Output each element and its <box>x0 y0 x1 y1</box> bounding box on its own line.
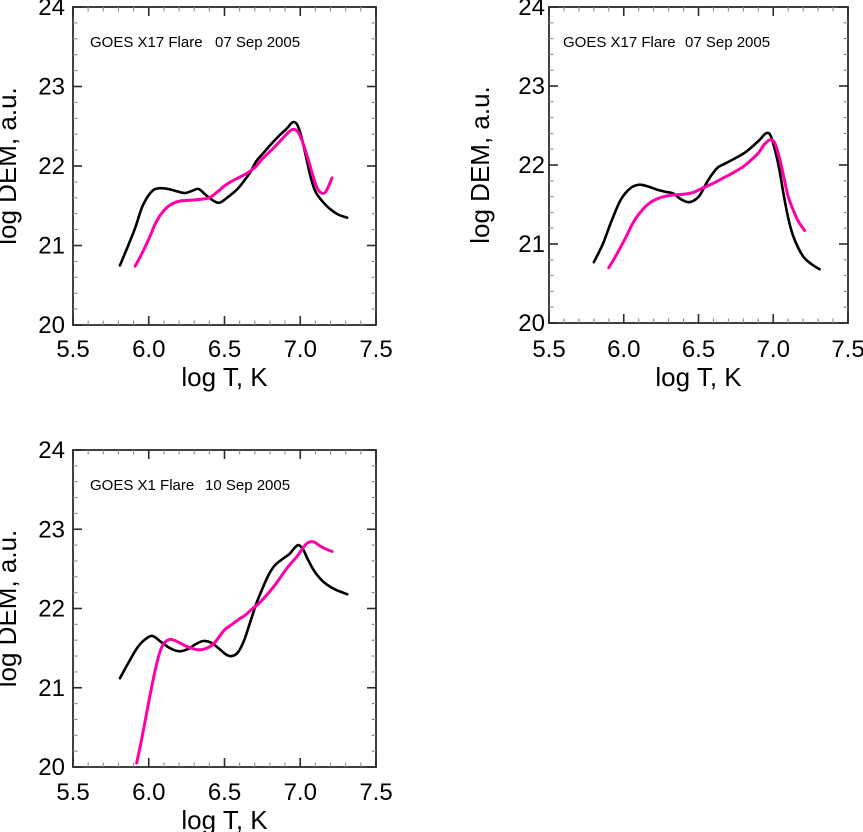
chart-panel-top-right: 5.5 6.0 6.5 7.0 7.5 20 21 22 23 24 log T, K log DEM… <box>433 0 863 400</box>
x-tick-label: 7.5 <box>359 336 392 363</box>
x-tick-label: 7.0 <box>284 779 317 806</box>
dem-chart-svg-top-right: 5.5 6.0 6.5 7.0 7.5 20 21 22 23 24 log T, K log DEM… <box>465 0 863 392</box>
y-tick-label: 21 <box>518 231 545 258</box>
date-label: 07 Sep 2005 <box>215 34 300 51</box>
curve-magenta <box>135 540 334 765</box>
x-axis-label: log T, K <box>181 805 268 832</box>
y-tick-label: 21 <box>38 233 65 260</box>
x-tick-label: 6.0 <box>132 779 165 806</box>
curve-magenta <box>607 138 807 270</box>
x-tick-label: 6.5 <box>208 336 241 363</box>
y-tick-label: 23 <box>38 74 65 101</box>
major-ticks <box>72 6 377 326</box>
y-tick-label: 22 <box>518 152 545 179</box>
flare-label: GOES X1 Flare <box>90 477 194 494</box>
plot-frame <box>548 6 849 324</box>
y-tick-label: 20 <box>38 754 65 781</box>
y-tick-label: 22 <box>38 596 65 623</box>
x-tick-label: 6.5 <box>208 779 241 806</box>
x-tick-label: 5.5 <box>532 336 565 363</box>
flare-label: GOES X17 Flare <box>563 34 676 51</box>
y-tick-label: 22 <box>38 153 65 180</box>
x-axis-label: log T, K <box>655 362 742 392</box>
x-tick-label: 7.0 <box>757 336 790 363</box>
x-tick-label: 7.5 <box>359 779 392 806</box>
major-ticks <box>72 449 377 768</box>
x-tick-label: 5.5 <box>56 779 89 806</box>
y-axis-label: log DEM, a.u. <box>0 530 22 688</box>
y-tick-label: 23 <box>38 516 65 543</box>
x-tick-label: 7.0 <box>284 336 317 363</box>
date-label: 07 Sep 2005 <box>685 34 770 51</box>
y-tick-label: 24 <box>518 0 545 21</box>
plot-frame <box>72 6 377 326</box>
plot-frame <box>72 449 377 768</box>
y-tick-label: 20 <box>518 310 545 337</box>
x-tick-label: 6.0 <box>132 336 165 363</box>
date-label: 10 Sep 2005 <box>205 477 290 494</box>
chart-panel-bottom-left: 5.5 6.0 6.5 7.0 7.5 20 21 22 23 24 log T, K log DEM… <box>0 430 430 832</box>
x-tick-label: 6.0 <box>607 336 640 363</box>
y-axis-label: log DEM, a.u. <box>465 86 495 244</box>
minor-ticks <box>549 7 848 323</box>
x-tick-label: 6.5 <box>682 336 715 363</box>
chart-panel-top-left: 5.5 6.0 6.5 7.0 7.5 20 21 22 23 24 log T, K log DEM… <box>0 0 430 400</box>
y-tick-label: 24 <box>38 437 65 464</box>
dem-chart-svg-bottom-left: 5.5 6.0 6.5 7.0 7.5 20 21 22 23 24 log T, K log DEM… <box>0 437 393 832</box>
y-tick-label: 20 <box>38 312 65 339</box>
minor-ticks <box>73 450 376 767</box>
y-tick-label: 21 <box>38 675 65 702</box>
curve-black <box>118 120 349 267</box>
dem-chart-svg-top-left: 5.5 6.0 6.5 7.0 7.5 20 21 22 23 24 log T, K log DEM… <box>0 0 393 392</box>
major-ticks <box>548 6 849 324</box>
curve-magenta <box>133 127 334 268</box>
x-tick-label: 5.5 <box>56 336 89 363</box>
x-tick-label: 7.5 <box>831 336 863 363</box>
y-tick-label: 24 <box>38 0 65 21</box>
minor-ticks <box>73 7 376 325</box>
y-tick-label: 23 <box>518 73 545 100</box>
flare-label: GOES X17 Flare <box>90 34 203 51</box>
curve-black <box>592 131 821 271</box>
curve-black <box>118 543 349 680</box>
x-axis-label: log T, K <box>181 362 268 392</box>
y-axis-label: log DEM, a.u. <box>0 87 22 245</box>
